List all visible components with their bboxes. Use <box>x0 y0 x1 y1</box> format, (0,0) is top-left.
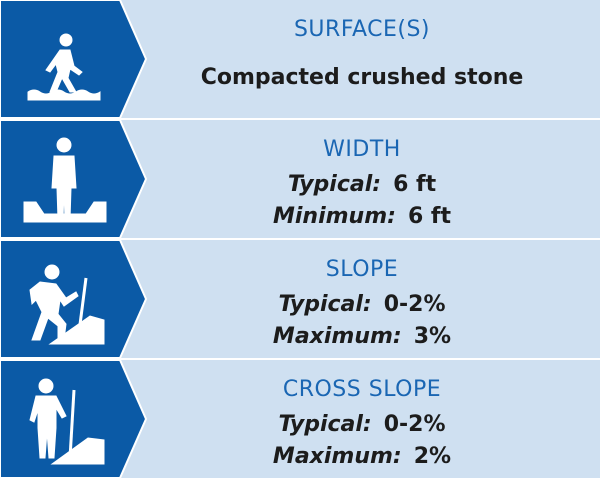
row-line: Minimum: 6 ft <box>273 204 451 229</box>
line-label: Maximum: <box>273 444 402 469</box>
hiker-icon <box>29 264 105 345</box>
row-line: Typical: 6 ft <box>288 172 437 197</box>
line-label: Typical: <box>288 172 381 197</box>
icons <box>23 33 107 465</box>
line-value: 6 ft <box>408 204 452 229</box>
row-line: Typical: 0-2% <box>278 292 445 317</box>
standing-icon <box>23 137 107 223</box>
walker-icon <box>27 33 101 101</box>
row-title: WIDTH <box>323 137 401 162</box>
line-value: 2% <box>414 444 451 469</box>
line-label: Typical: <box>278 412 371 437</box>
info-row: CROSS SLOPE Typical: 0-2% Maximum: 2% <box>0 359 600 478</box>
row-title: SLOPE <box>326 257 398 282</box>
line-value: 3% <box>414 324 451 349</box>
row-line: Typical: 0-2% <box>278 412 445 437</box>
line-value: 0-2% <box>384 412 446 437</box>
row-line: Compacted crushed stone <box>201 65 524 90</box>
line-value: 6 ft <box>393 172 437 197</box>
line-value: 0-2% <box>384 292 446 317</box>
line-label: Minimum: <box>273 204 396 229</box>
row-title: CROSS SLOPE <box>283 377 441 402</box>
line-text: Compacted crushed stone <box>201 65 524 90</box>
line-label: Typical: <box>278 292 371 317</box>
cross-slope-icon <box>29 378 105 465</box>
row-line: Maximum: 2% <box>273 444 451 469</box>
row-title: SURFACE(S) <box>294 17 430 42</box>
icon-chevron <box>0 0 148 119</box>
row-line: Maximum: 3% <box>273 324 451 349</box>
line-label: Maximum: <box>273 324 402 349</box>
